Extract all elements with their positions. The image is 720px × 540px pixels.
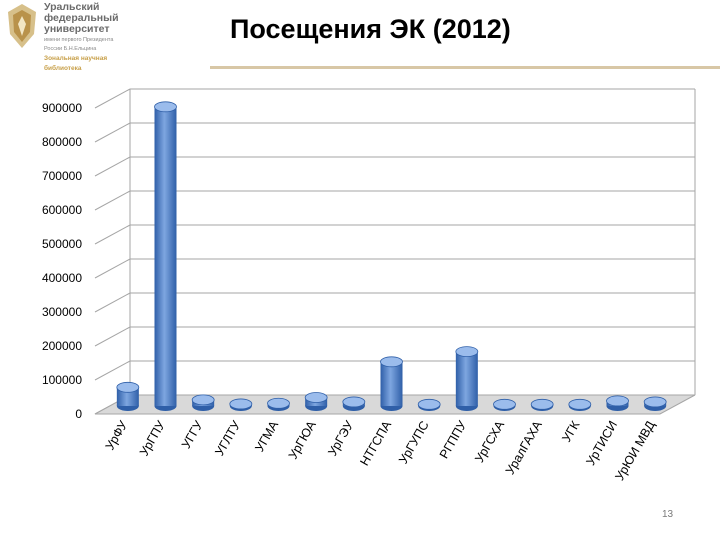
gridline	[94, 326, 695, 347]
logo-name-line-2: федеральный	[44, 12, 119, 24]
y-tick-label: 300000	[42, 305, 82, 319]
x-tick-label: РГППУ	[437, 418, 470, 461]
x-tick-label: УГК	[559, 418, 582, 445]
gridline	[94, 292, 695, 313]
y-tick-label: 600000	[42, 203, 82, 217]
university-logo: Уральский федеральный университет имени …	[4, 2, 134, 72]
logo-text-block: Уральский федеральный университет имени …	[44, 1, 134, 73]
x-tick-label: УрФУ	[103, 418, 131, 452]
x-tick-label: УрТИСИ	[583, 419, 620, 468]
bar-УГК	[568, 398, 592, 411]
x-tick-label: УралГАХА	[503, 418, 545, 477]
bar-top	[493, 398, 516, 410]
logo-library-line-1: Зональная научная	[44, 55, 108, 62]
bar-УГЛТУ	[229, 398, 253, 411]
y-tick-label: 100000	[42, 373, 82, 387]
bar-top	[304, 392, 328, 403]
bar-body	[154, 106, 177, 407]
x-tick-label: УрЮИ МВД	[612, 418, 658, 483]
page-number: 13	[662, 509, 674, 520]
bar-top	[606, 395, 629, 407]
title-divider	[210, 66, 720, 69]
x-tick-label: УрГСХА	[472, 418, 507, 465]
bar-top	[530, 398, 554, 410]
bar-top	[191, 394, 215, 406]
bar-top	[154, 101, 177, 113]
bar-top	[417, 398, 441, 410]
bar-УрГСХА	[493, 398, 516, 411]
x-tick-label: УрГЮА	[286, 418, 319, 462]
bar-УрГУПС	[417, 398, 441, 411]
bar-УралГАХА	[530, 398, 554, 411]
visits-bar-chart: 0 100000 200000 300000 400000 500000 600000 700…	[42, 88, 696, 483]
bar-УрТИСИ	[606, 395, 629, 411]
bar-body	[380, 361, 403, 406]
y-tick-label: 800000	[42, 135, 82, 149]
logo-sub-line-1: имени первого Президента	[44, 37, 114, 43]
bar-top	[568, 398, 592, 410]
gridline	[94, 258, 695, 279]
x-tick-label: УрГЭУ	[325, 418, 356, 458]
y-tick-label: 500000	[42, 237, 82, 251]
logo-name-line-1: Уральский	[44, 1, 100, 13]
bar-УГМА	[267, 397, 290, 411]
bar-top	[455, 346, 479, 358]
gridline	[94, 190, 695, 211]
bar-УрГЭУ	[342, 396, 366, 411]
bar-НТГСПА	[380, 356, 403, 411]
bar-УрЮИ МВД	[643, 396, 667, 411]
bar-РГППУ	[455, 346, 479, 411]
x-tick-label: УГГУ	[179, 418, 206, 451]
bar-top	[342, 396, 366, 408]
page-title: Посещения ЭК (2012)	[230, 14, 511, 44]
university-emblem-icon	[8, 4, 36, 48]
logo-library-line-2: библиотека	[44, 65, 82, 72]
gridline	[94, 122, 695, 143]
bar-УрФУ	[116, 381, 140, 411]
gridline	[94, 88, 695, 109]
y-tick-label: 700000	[42, 169, 82, 183]
bar-УрГПУ	[154, 101, 177, 411]
y-tick-label: 900000	[42, 101, 82, 115]
bar-УГГУ	[191, 394, 215, 411]
x-tick-label: УрГПУ	[137, 418, 168, 458]
x-tick-label: НТГСПА	[357, 418, 394, 468]
y-tick-label: 400000	[42, 271, 82, 285]
bar-УрГЮА	[304, 392, 328, 411]
gridline	[94, 156, 695, 177]
bar-top	[643, 396, 667, 408]
gridline	[94, 360, 695, 381]
bar-top	[229, 398, 253, 410]
x-tick-label: УрГУПС	[396, 419, 432, 467]
y-tick-label: 0	[75, 407, 82, 421]
bar-top	[116, 381, 140, 393]
logo-sub-line-2: России Б.Н.Ельцина	[44, 45, 97, 52]
logo-name-line-3: университет	[44, 23, 110, 35]
x-tick-label: УГМА	[252, 418, 281, 454]
x-tick-label: УГЛТУ	[212, 418, 243, 458]
bar-top	[267, 397, 290, 409]
bar-body	[455, 351, 478, 406]
bar-top	[380, 356, 403, 368]
gridline	[94, 224, 695, 245]
y-tick-label: 200000	[42, 339, 82, 353]
